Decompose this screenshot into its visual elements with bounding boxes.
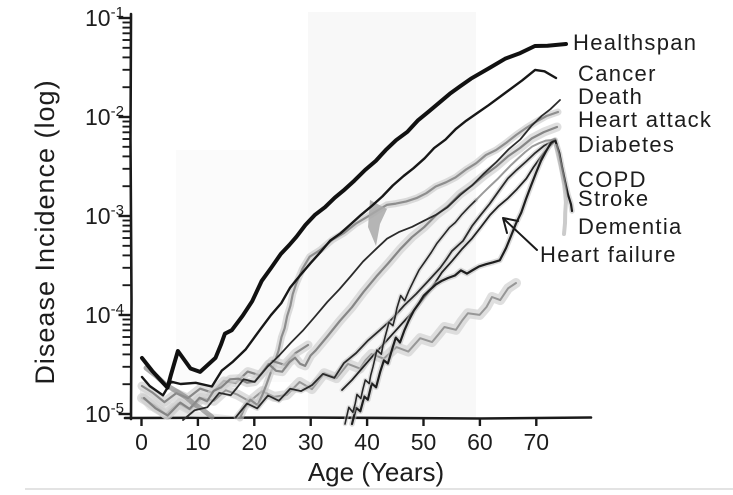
svg-text:COPD: COPD	[578, 167, 647, 192]
svg-text:20: 20	[242, 429, 268, 455]
svg-text:Dementia: Dementia	[578, 214, 683, 239]
svg-text:Death: Death	[578, 84, 643, 109]
svg-text:30: 30	[298, 429, 324, 455]
svg-text:Diabetes: Diabetes	[578, 132, 675, 157]
svg-text:10: 10	[185, 429, 211, 455]
svg-text:Disease Incidence (log): Disease Incidence (log)	[30, 79, 60, 384]
svg-text:Healthspan: Healthspan	[573, 30, 697, 55]
svg-text:0: 0	[135, 429, 148, 455]
svg-text:60: 60	[467, 429, 493, 455]
svg-text:Cancer: Cancer	[578, 61, 657, 86]
svg-text:40: 40	[354, 429, 380, 455]
svg-text:Heart attack: Heart attack	[578, 107, 712, 132]
svg-text:50: 50	[411, 429, 437, 455]
svg-text:Heart failure: Heart failure	[540, 242, 677, 267]
svg-text:70: 70	[524, 429, 550, 455]
svg-text:Age (Years): Age (Years)	[308, 457, 444, 487]
svg-text:Stroke: Stroke	[578, 186, 649, 211]
